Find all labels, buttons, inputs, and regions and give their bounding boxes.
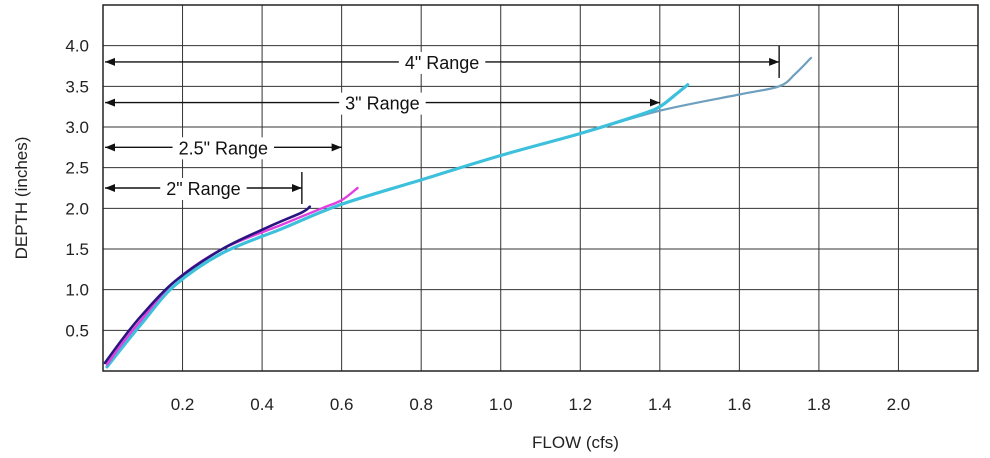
x-tick-label: 1.2: [568, 395, 592, 414]
x-tick-label: 1.0: [489, 395, 513, 414]
y-tick-label: 1.5: [65, 240, 89, 259]
y-axis-title: DEPTH (inches): [12, 137, 31, 260]
x-tick-label: 0.2: [171, 395, 195, 414]
x-tick-label: 2.0: [887, 395, 911, 414]
range-label-background: [160, 178, 247, 200]
series-line: [105, 83, 690, 369]
y-tick-label: 2.5: [65, 159, 89, 178]
x-axis-title: FLOW (cfs): [532, 433, 619, 452]
range-label-background: [398, 51, 486, 74]
x-tick-label: 1.6: [728, 395, 752, 414]
x-tick-label: 1.8: [807, 395, 831, 414]
range-annotation: 4" Range: [105, 45, 780, 78]
range-label: 2" Range: [166, 179, 240, 199]
range-label: 4" Range: [405, 53, 479, 73]
x-tick-label: 0.4: [250, 395, 274, 414]
y-tick-label: 3.0: [65, 118, 89, 137]
y-tick-label: 0.5: [65, 321, 89, 340]
range-annotation: 3" Range: [105, 92, 660, 115]
x-tick-label: 1.4: [648, 395, 672, 414]
range-label-background: [172, 137, 275, 160]
x-tick-label: 0.6: [330, 395, 354, 414]
y-tick-label: 2.0: [65, 199, 89, 218]
y-tick-label: 3.5: [65, 77, 89, 96]
range-label: 3" Range: [345, 94, 419, 114]
series-lines: [103, 56, 813, 369]
tick-labels: 0.2 0.4 0.6 0.8 1.0 1.2 1.4 1.6 1.8 2.0 0.5 1.0 1.5 2…: [65, 37, 910, 414]
range-annotation: 2" Range: [105, 172, 303, 204]
grid: [103, 5, 978, 371]
plot-frame: [102, 4, 979, 372]
series-line: [103, 205, 312, 365]
series-line: [105, 56, 813, 368]
y-tick-label: 4.0: [65, 37, 89, 56]
range-label-background: [339, 92, 426, 115]
x-tick-label: 0.8: [409, 395, 433, 414]
range-annotations: 4" Range 3" Range 2.5" Range 2" Range: [105, 45, 780, 204]
y-tick-label: 1.0: [65, 281, 89, 300]
range-annotation: 2.5" Range: [105, 137, 342, 160]
series-line: [105, 186, 359, 366]
range-label: 2.5" Range: [179, 138, 268, 158]
